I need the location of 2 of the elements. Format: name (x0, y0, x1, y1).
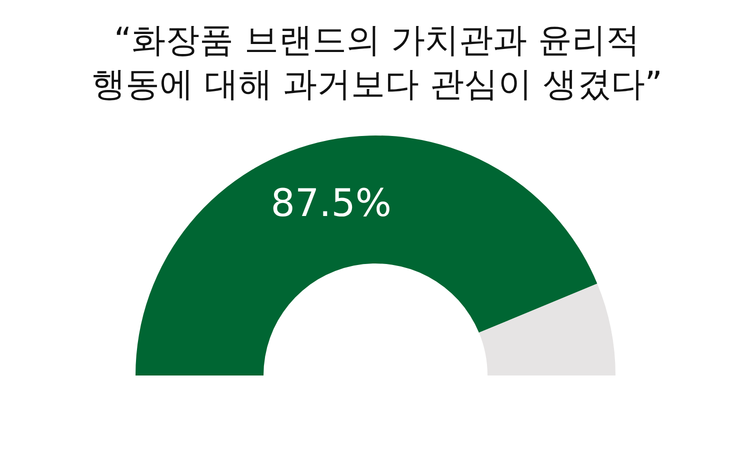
data-label: 87.5% (270, 180, 392, 225)
chart-title: “화장품 브랜드의 가치관과 윤리적 행동에 대해 과거보다 관심이 생겼다” (92, 20, 662, 104)
